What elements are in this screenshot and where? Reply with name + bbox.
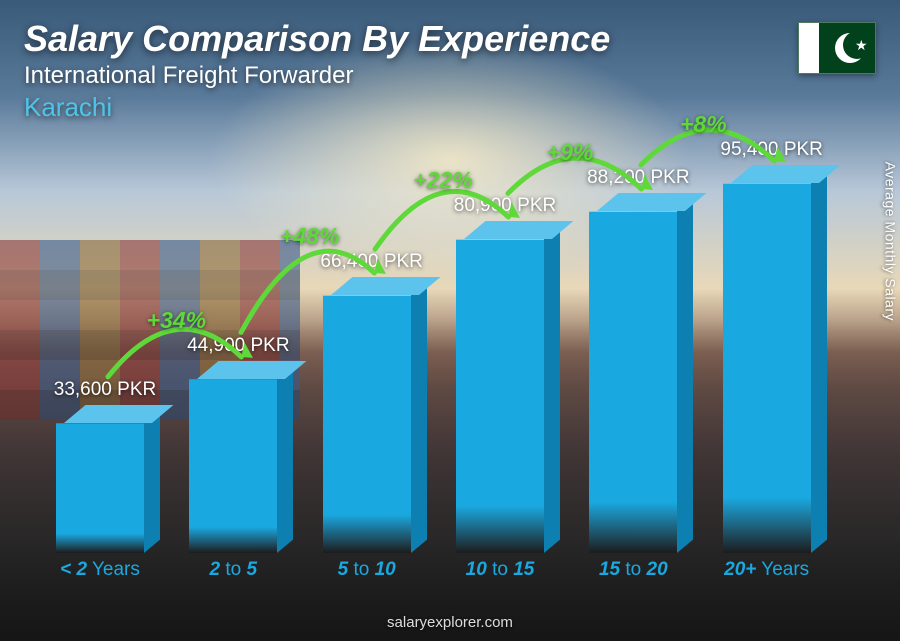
bar-value-label: 44,900 PKR	[168, 335, 308, 357]
footer-attribution: salaryexplorer.com	[0, 614, 900, 631]
bar	[456, 239, 544, 553]
salary-bar-chart: 33,600 PKR< 2 Years44,900 PKR2 to 566,40…	[40, 121, 840, 581]
increase-label: +22%	[413, 167, 472, 194]
bar-front	[56, 423, 144, 553]
bar-side	[677, 198, 693, 553]
bar-front	[323, 295, 411, 553]
bar-side	[811, 170, 827, 553]
bar-side	[277, 365, 293, 553]
bar-side	[544, 226, 560, 553]
x-axis-label: 15 to 20	[568, 559, 698, 581]
x-axis-label: < 2 Years	[35, 559, 165, 581]
x-axis-label: 10 to 15	[435, 559, 565, 581]
bar-front	[723, 183, 811, 553]
bar	[189, 379, 277, 553]
x-axis-label: 2 to 5	[168, 559, 298, 581]
bar-front	[589, 211, 677, 553]
header: Salary Comparison By Experience Internat…	[24, 18, 876, 123]
chart-title: Salary Comparison By Experience	[24, 18, 876, 60]
x-axis-label: 20+ Years	[702, 559, 832, 581]
country-flag: ★	[798, 22, 876, 74]
bar	[723, 183, 811, 553]
bar-side	[144, 409, 160, 553]
bar-value-label: 80,900 PKR	[435, 195, 575, 217]
increase-label: +48%	[280, 223, 339, 250]
chart-location: Karachi	[24, 92, 876, 123]
bar	[56, 423, 144, 553]
bar-front	[189, 379, 277, 553]
x-axis-label: 5 to 10	[302, 559, 432, 581]
increase-label: +9%	[547, 139, 594, 166]
increase-label: +34%	[147, 307, 206, 334]
flag-star-icon: ★	[855, 37, 868, 54]
bar	[589, 211, 677, 553]
flag-stripe	[799, 23, 819, 73]
bar-side	[411, 282, 427, 553]
bar	[323, 295, 411, 553]
bar-value-label: 95,400 PKR	[702, 139, 842, 161]
bar-value-label: 33,600 PKR	[35, 379, 175, 401]
bar-value-label: 66,400 PKR	[302, 251, 442, 273]
bar-front	[456, 239, 544, 553]
bar-value-label: 88,200 PKR	[568, 167, 708, 189]
chart-subtitle: International Freight Forwarder	[24, 62, 876, 90]
y-axis-label: Average Monthly Salary	[882, 161, 898, 320]
